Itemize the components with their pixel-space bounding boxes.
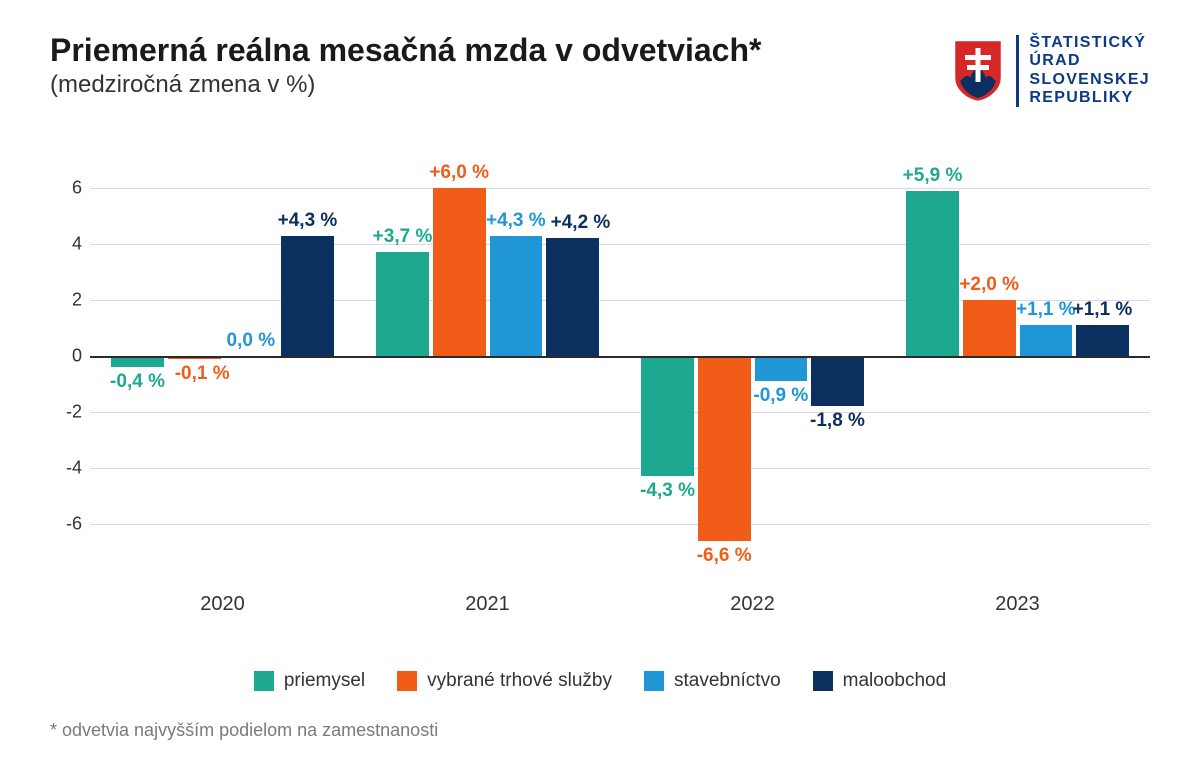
bar-cluster: +5,9 %+2,0 %+1,1 %+1,1 %: [906, 160, 1129, 580]
bar-column: +3,7 %: [376, 160, 429, 580]
bar: [433, 188, 486, 356]
bar-value-label: +1,1 %: [1073, 299, 1133, 321]
logo-text: ŠTATISTICKÝ ÚRAD SLOVENSKEJ REPUBLIKY: [1029, 34, 1150, 108]
bar-column: -1,8 %: [811, 160, 864, 580]
year-group: -4,3 %-6,6 %-0,9 %-1,8 %2022: [620, 160, 885, 580]
bar-column: -0,1 %: [168, 160, 221, 580]
y-tick: -2: [52, 402, 82, 423]
x-label: 2021: [355, 593, 620, 616]
bar: [641, 356, 694, 476]
bar-value-label: +4,2 %: [551, 212, 611, 234]
logo-line: SLOVENSKEJ: [1029, 71, 1150, 89]
bar-column: -0,9 %: [755, 160, 808, 580]
bar-column: +2,0 %: [963, 160, 1016, 580]
bar-value-label: -4,3 %: [640, 480, 695, 502]
bar-column: +1,1 %: [1020, 160, 1073, 580]
legend-label: maloobchod: [843, 670, 947, 692]
shield-icon: [950, 38, 1006, 104]
legend-swatch: [397, 671, 417, 691]
bar-cluster: -0,4 %-0,1 %0,0 %+4,3 %: [111, 160, 334, 580]
bar: [281, 236, 334, 356]
bar-cluster: -4,3 % -6,6 % -0,9 %-1,8 %: [641, 160, 864, 580]
bar-value-label: 0,0 %: [227, 330, 276, 352]
zero-line: [90, 356, 1150, 358]
bar-column: 0,0 %: [225, 160, 278, 580]
y-tick: 0: [52, 346, 82, 367]
bar-column: +4,3 %: [490, 160, 543, 580]
title-block: Priemerná reálna mesačná mzda v odvetvia…: [50, 32, 950, 99]
logo-line: REPUBLIKY: [1029, 89, 1150, 107]
y-tick: 4: [52, 234, 82, 255]
logo-divider: [1016, 35, 1019, 107]
bar-value-label: -0,4 %: [110, 371, 165, 393]
bar-column: -0,4 %: [111, 160, 164, 580]
bar-column: +1,1 %: [1076, 160, 1129, 580]
legend-swatch: [813, 671, 833, 691]
bar: [1020, 325, 1073, 356]
year-group: +3,7 %+6,0 %+4,3 %+4,2 %2021: [355, 160, 620, 580]
bar: [1076, 325, 1129, 356]
year-group: -0,4 %-0,1 %0,0 %+4,3 %2020: [90, 160, 355, 580]
bar: [963, 300, 1016, 356]
bar: [906, 191, 959, 356]
bar-value-label: +5,9 %: [903, 165, 963, 187]
page-title: Priemerná reálna mesačná mzda v odvetvia…: [50, 32, 950, 69]
bar-column: -4,3 %: [641, 160, 694, 580]
bar-value-label: +4,3 %: [486, 210, 546, 232]
page-subtitle: (medziročná zmena v %): [50, 71, 950, 99]
legend-item: stavebníctvo: [644, 670, 781, 692]
y-tick: -6: [52, 514, 82, 535]
bar: [490, 236, 543, 356]
bar-value-label: +6,0 %: [429, 162, 489, 184]
logo-line: ÚRAD: [1029, 52, 1150, 70]
bar-value-label: +2,0 %: [959, 274, 1019, 296]
groups: -0,4 %-0,1 %0,0 %+4,3 %2020+3,7 %+6,0 %+…: [90, 160, 1150, 580]
logo: ŠTATISTICKÝ ÚRAD SLOVENSKEJ REPUBLIKY: [950, 34, 1150, 108]
x-label: 2022: [620, 593, 885, 616]
bar-value-label: +1,1 %: [1016, 299, 1076, 321]
bar-value-label: -6,6 %: [697, 545, 752, 567]
bar-column: -6,6 %: [698, 160, 751, 580]
legend-item: priemysel: [254, 670, 365, 692]
legend: priemysel vybrané trhové služby stavebníct…: [0, 670, 1200, 697]
y-tick: 2: [52, 289, 82, 310]
bar: [755, 356, 808, 381]
bar: [376, 252, 429, 356]
legend-item: vybrané trhové služby: [397, 670, 612, 692]
legend-label: priemysel: [284, 670, 365, 692]
bar: [811, 356, 864, 406]
bar-value-label: -1,8 %: [810, 410, 865, 432]
plot-area: -6-4-20246-0,4 %-0,1 %0,0 %+4,3 %2020+3,…: [90, 160, 1150, 580]
bar-value-label: +4,3 %: [278, 210, 338, 232]
bar-value-label: +3,7 %: [373, 226, 433, 248]
legend-item: maloobchod: [813, 670, 947, 692]
header: Priemerná reálna mesačná mzda v odvetvia…: [0, 0, 1200, 108]
year-group: +5,9 %+2,0 %+1,1 %+1,1 %2023: [885, 160, 1150, 580]
y-tick: 6: [52, 178, 82, 199]
bar-column: +6,0 %: [433, 160, 486, 580]
legend-swatch: [254, 671, 274, 691]
chart: -6-4-20246-0,4 %-0,1 %0,0 %+4,3 %2020+3,…: [50, 150, 1150, 620]
bar: [546, 238, 599, 356]
bar-cluster: +3,7 %+6,0 %+4,3 %+4,2 %: [376, 160, 599, 580]
bar-column: +4,2 %: [546, 160, 599, 580]
bar-value-label: -0,9 %: [753, 385, 808, 407]
bar-column: +4,3 %: [281, 160, 334, 580]
bar-column: +5,9 %: [906, 160, 959, 580]
logo-line: ŠTATISTICKÝ: [1029, 34, 1150, 52]
bar: [698, 356, 751, 541]
legend-swatch: [644, 671, 664, 691]
x-label: 2020: [90, 593, 355, 616]
legend-label: stavebníctvo: [674, 670, 781, 692]
legend-label: vybrané trhové služby: [427, 670, 612, 692]
bar-value-label: -0,1 %: [175, 363, 230, 385]
footnote: * odvetvia najvyšším podielom na zamestn…: [50, 720, 438, 741]
x-label: 2023: [885, 593, 1150, 616]
y-tick: -4: [52, 458, 82, 479]
